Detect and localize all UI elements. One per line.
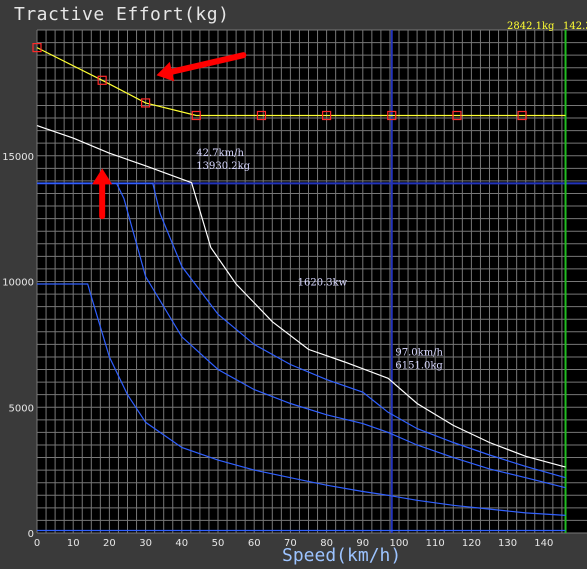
annotation-layer: 42.7km/h 13930.2kg 1620.3kw 97.0km/h 6151.0k… (196, 148, 443, 372)
adhesion-point-marker (387, 110, 397, 121)
tick-labels: 0 10 20 30 40 50 60 70 80 90 100 110 120 130 140 0 5000 1… (2, 152, 553, 549)
x-tick-label: 50 (212, 538, 225, 549)
x-tick-label: 40 (175, 538, 188, 549)
red-arrow-head (156, 61, 175, 82)
x-tick-label: 90 (356, 538, 369, 549)
adhesion-point-marker (97, 75, 107, 85)
x-tick-label: 30 (139, 538, 152, 549)
curve-annotation: 97.0km/h (395, 348, 443, 359)
adhesion-point-marker (32, 43, 42, 53)
adhesion-point-marker (517, 110, 527, 121)
chart-title: Tractive Effort(kg) (14, 4, 230, 25)
x-tick-label: 130 (498, 538, 517, 549)
adhesion-point-marker (452, 110, 462, 121)
adhesion-point-marker (322, 110, 332, 121)
x-tick-label: 10 (67, 538, 80, 549)
adhesion-series-line (36, 47, 566, 117)
x-tick-label: 20 (103, 538, 116, 549)
adhesion-point-marker (256, 110, 267, 121)
x-tick-label: 60 (248, 538, 261, 549)
x-tick-label: 110 (426, 538, 445, 549)
series-layer (36, 47, 566, 532)
y-tick-label: 15000 (2, 152, 34, 163)
curve-annotation: 13930.2kg (196, 161, 250, 172)
x-tick-label: 0 (34, 538, 40, 549)
curve-annotation: 6151.0kg (395, 361, 443, 372)
adhesion-point-marker (191, 110, 201, 121)
x-tick-label: 70 (284, 538, 297, 549)
x-tick-label: 80 (320, 538, 333, 549)
curve-annotation: 1620.3kw (298, 277, 348, 288)
notch-series-line (37, 182, 566, 489)
y-tick-label: 5000 (9, 403, 34, 414)
x-axis-title: Speed(km/h) (282, 545, 402, 566)
x-tick-label: 140 (534, 538, 553, 549)
max_effort-series-line (36, 125, 566, 468)
red-arrow-shaft (169, 52, 247, 75)
arrow-layer (92, 52, 247, 220)
y-tick-label: 10000 (2, 278, 34, 289)
y-tick-label: 0 (28, 529, 34, 540)
marker-layer (32, 43, 527, 121)
speed-readout: 142.3 (563, 21, 587, 32)
effort-readout: 2842.1kg (507, 21, 555, 32)
x-tick-label: 100 (389, 538, 408, 549)
notch-series-line (37, 283, 566, 516)
x-tick-label: 120 (462, 538, 481, 549)
notch-series-line (37, 182, 566, 479)
red-arrow-head (92, 168, 113, 185)
adhesion-point-marker (141, 98, 151, 108)
curve-annotation: 42.7km/h (196, 148, 244, 159)
